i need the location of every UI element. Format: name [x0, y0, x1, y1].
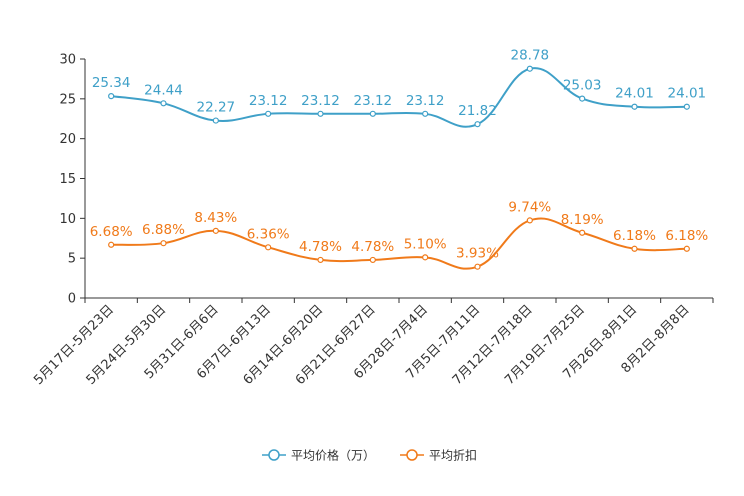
- legend-item-1[interactable]: 平均折扣: [400, 448, 477, 463]
- data-label: 8.19%: [561, 212, 604, 228]
- data-label: 6.68%: [90, 224, 133, 240]
- data-label: 22.27: [197, 100, 236, 116]
- data-point: [108, 241, 115, 248]
- data-point: [526, 217, 533, 224]
- y-tick-label: 25: [59, 92, 76, 107]
- data-label: 28.78: [511, 48, 550, 64]
- data-label: 25.03: [563, 78, 602, 94]
- data-point: [265, 244, 272, 251]
- data-point: [317, 256, 324, 264]
- data-point: [526, 65, 533, 72]
- data-label: 6.36%: [247, 226, 290, 242]
- y-tick-label: 15: [59, 172, 76, 187]
- data-label: 21.82: [458, 103, 497, 119]
- y-tick-label: 10: [59, 212, 76, 227]
- legend-marker: [268, 449, 280, 461]
- data-point: [579, 229, 586, 236]
- data-label: 23.12: [406, 93, 445, 109]
- legend-label: 平均折扣: [429, 448, 477, 463]
- series-line-1: [111, 217, 687, 270]
- data-point: [422, 254, 429, 261]
- data-point: [160, 100, 167, 107]
- legend-marker: [406, 449, 418, 461]
- data-label: 23.12: [249, 93, 288, 109]
- data-point: [474, 121, 481, 128]
- data-point: [422, 110, 429, 117]
- data-label: 6.88%: [142, 222, 185, 238]
- data-point: [317, 110, 324, 117]
- data-point: [683, 103, 690, 110]
- data-label: 24.01: [615, 86, 654, 102]
- data-label: 8.43%: [194, 210, 237, 226]
- data-label: 4.78%: [351, 239, 394, 255]
- y-tick-label: 5: [68, 252, 76, 267]
- legend-item-0[interactable]: 平均价格（万）: [262, 448, 375, 463]
- data-point: [631, 103, 638, 110]
- data-point: [474, 263, 481, 270]
- data-point: [108, 93, 115, 100]
- legend-label: 平均价格（万）: [291, 448, 375, 463]
- data-label: 9.74%: [508, 199, 551, 215]
- data-point: [683, 245, 690, 252]
- data-label: 24.44: [144, 82, 183, 98]
- data-label: 23.12: [354, 93, 393, 109]
- data-point: [212, 117, 219, 124]
- y-tick-label: 0: [68, 292, 76, 307]
- data-label: 25.34: [92, 75, 131, 91]
- data-label: 23.12: [301, 93, 340, 109]
- data-label: 5.10%: [404, 236, 447, 252]
- data-label: 6.18%: [613, 228, 656, 244]
- data-point: [579, 95, 586, 102]
- data-point: [369, 110, 376, 117]
- data-label: 6.18%: [665, 228, 708, 244]
- data-label: 4.78%: [299, 239, 342, 255]
- data-point: [369, 256, 376, 264]
- series-0: 25.34 24.44 22.27 23.12 23.12 23.12 23.12 21.82…: [92, 48, 707, 128]
- data-point: [160, 240, 167, 247]
- data-point: [631, 245, 638, 252]
- y-tick-label: 20: [59, 132, 76, 147]
- data-label: 3.93%: [456, 246, 499, 262]
- data-label: 24.01: [668, 86, 707, 102]
- series-1: 6.68% 6.88% 8.43% 6.36% 4.78% 4.78% 5.10% 3.93%…: [90, 199, 708, 270]
- y-tick-label: 30: [59, 53, 76, 68]
- data-point: [265, 110, 272, 117]
- data-point: [212, 227, 219, 234]
